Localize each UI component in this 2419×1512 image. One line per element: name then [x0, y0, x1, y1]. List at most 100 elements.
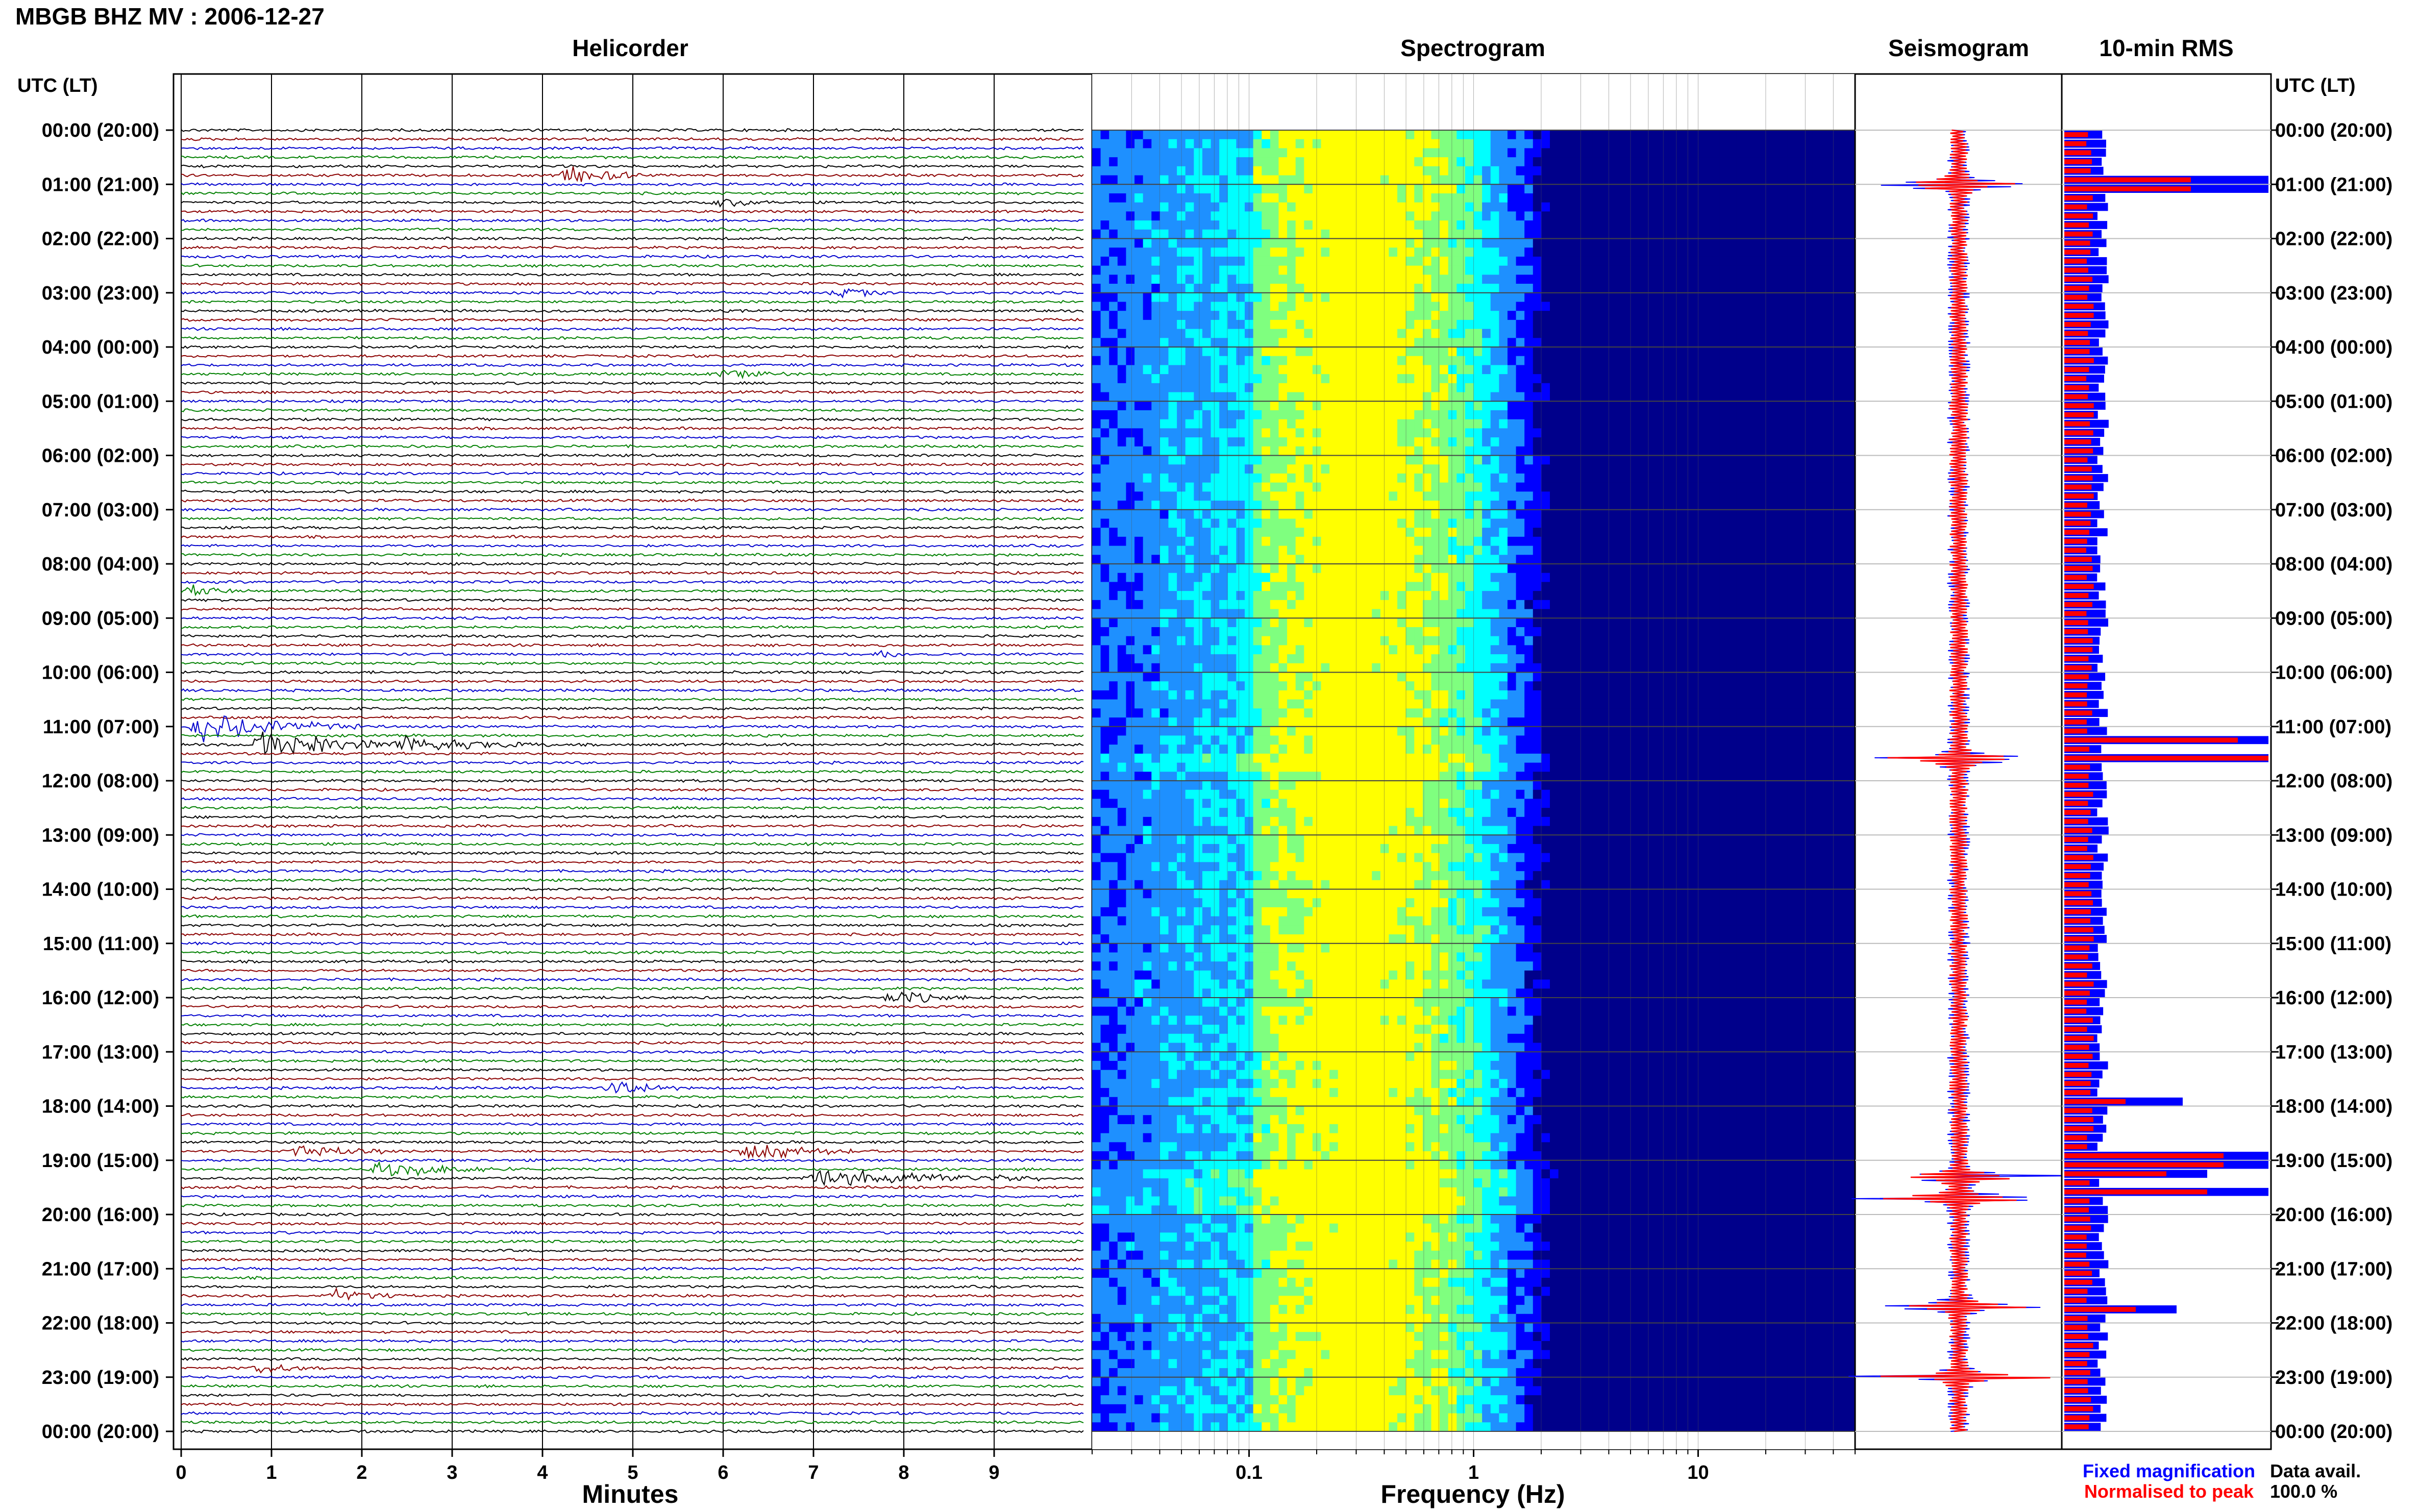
- spectrogram-cell: [1422, 211, 1432, 221]
- spectrogram-cell: [1457, 338, 1466, 348]
- spectrogram-cell: [1448, 265, 1457, 275]
- spectrogram-cell: [1643, 591, 1652, 601]
- spectrogram-cell: [1499, 302, 1508, 311]
- spectrogram-cell: [1499, 319, 1508, 330]
- spectrogram-cell: [1651, 157, 1661, 167]
- spectrogram-cell: [1685, 464, 1694, 474]
- helicorder-trace-line: [181, 435, 1084, 439]
- spectrogram-cell: [1482, 428, 1491, 438]
- spectrogram-cell: [1617, 437, 1627, 447]
- spectrogram-cell: [1457, 501, 1466, 510]
- spectrogram-cell: [1524, 491, 1534, 501]
- spectrogram-cell: [1762, 528, 1771, 537]
- spectrogram-cell: [1457, 284, 1466, 293]
- spectrogram-cell: [1245, 501, 1254, 510]
- spectrogram-cell: [1770, 464, 1780, 474]
- spectrogram-cell: [1372, 130, 1381, 140]
- spectrogram-cell: [1329, 311, 1339, 320]
- spectrogram-cell: [1372, 518, 1381, 528]
- spectrogram-cell: [1838, 410, 1847, 420]
- spectrogram-cell: [1762, 356, 1771, 366]
- spectrogram-cell: [1253, 564, 1262, 574]
- spectrogram-cell: [1092, 211, 1101, 221]
- spectrogram-cell: [1457, 184, 1466, 194]
- spectrogram-cell: [1457, 491, 1466, 501]
- spectrogram-cell: [1660, 473, 1669, 483]
- spectrogram-cell: [1821, 184, 1830, 194]
- spectrogram-cell: [1660, 256, 1669, 266]
- spectrogram-cell: [1830, 157, 1839, 167]
- spectrogram-cell: [1617, 319, 1627, 330]
- spectrogram-cell: [1389, 482, 1398, 492]
- spectrogram-cell: [1109, 536, 1118, 547]
- spectrogram-cell: [1312, 175, 1322, 185]
- spectrogram-cell: [1719, 410, 1729, 420]
- spectrogram-cell: [1185, 491, 1194, 501]
- spectrogram-cell: [1422, 365, 1432, 375]
- helicorder-trace-line: [181, 164, 1084, 168]
- helicorder-trace-line: [181, 417, 1084, 422]
- spectrogram-cell: [1270, 202, 1279, 212]
- spectrogram-cell: [1812, 536, 1822, 547]
- spectrogram-cell: [1770, 546, 1780, 555]
- spectrogram-cell: [1567, 591, 1576, 601]
- helicorder-trace-line: [181, 1275, 1084, 1280]
- spectrogram-cell: [1295, 518, 1304, 528]
- spectrogram-cell: [1389, 292, 1398, 303]
- spectrogram-cell: [1567, 202, 1576, 212]
- spectrogram-cell: [1541, 311, 1550, 320]
- spectrogram-cell: [1584, 564, 1593, 574]
- spectrogram-cell: [1304, 338, 1313, 348]
- spectrogram-cell: [1719, 184, 1729, 194]
- spectrogram-cell: [1584, 509, 1593, 519]
- spectrogram-cell: [1668, 130, 1677, 140]
- spectrogram-cell: [1363, 347, 1372, 357]
- spectrogram-cell: [1117, 374, 1127, 384]
- spectrogram-cell: [1575, 501, 1585, 510]
- spectrogram-cell: [1236, 600, 1245, 610]
- spectrogram-cell: [1245, 609, 1254, 618]
- spectrogram-cell: [1677, 410, 1686, 420]
- spectrogram-cell: [1575, 302, 1585, 311]
- spectrogram-cell: [1405, 139, 1415, 149]
- spectrogram-cell: [1473, 319, 1483, 330]
- spectrogram-cell: [1431, 446, 1440, 456]
- spectrogram-cell: [1727, 139, 1737, 149]
- spectrogram-cell: [1567, 501, 1576, 510]
- spectrogram-cell: [1100, 383, 1109, 393]
- spectrogram-cell: [1711, 157, 1720, 167]
- spectrogram-cell: [1321, 292, 1330, 303]
- spectrogram-cell: [1694, 365, 1703, 375]
- spectrogram-cell: [1617, 311, 1627, 320]
- spectrogram-cell: [1643, 130, 1652, 140]
- spectrogram-cell: [1405, 383, 1415, 393]
- spectrogram-cell: [1626, 166, 1635, 176]
- spectrogram-cell: [1338, 609, 1347, 618]
- spectrogram-cell: [1287, 347, 1296, 357]
- spectrogram-cell: [1448, 582, 1457, 591]
- spectrogram-cell: [1457, 374, 1466, 384]
- spectrogram-cell: [1372, 139, 1381, 149]
- spectrogram-cell: [1245, 555, 1254, 564]
- spectrogram-cell: [1194, 302, 1203, 311]
- spectrogram-cell: [1812, 546, 1822, 555]
- spectrogram-cell: [1346, 555, 1355, 564]
- spectrogram-cell: [1287, 329, 1296, 338]
- spectrogram-cell: [1609, 365, 1618, 375]
- spectrogram-cell: [1482, 275, 1491, 284]
- spectrogram-cell: [1499, 184, 1508, 194]
- spectrogram-cell: [1304, 329, 1313, 338]
- spectrogram-cell: [1541, 265, 1550, 275]
- spectrogram-cell: [1635, 428, 1644, 438]
- spectrogram-cell: [1575, 329, 1585, 338]
- spectrogram-cell: [1592, 383, 1601, 393]
- spectrogram-cell: [1635, 528, 1644, 537]
- helicorder-trace-line: [181, 1302, 1084, 1307]
- spectrogram-cell: [1490, 139, 1499, 149]
- spectrogram-cell: [1812, 518, 1822, 528]
- spectrogram-cell: [1533, 365, 1542, 375]
- spectrogram-cell: [1490, 292, 1499, 303]
- spectrogram-cell: [1431, 292, 1440, 303]
- spectrogram-cell: [1745, 311, 1754, 320]
- spectrogram-cell: [1109, 473, 1118, 483]
